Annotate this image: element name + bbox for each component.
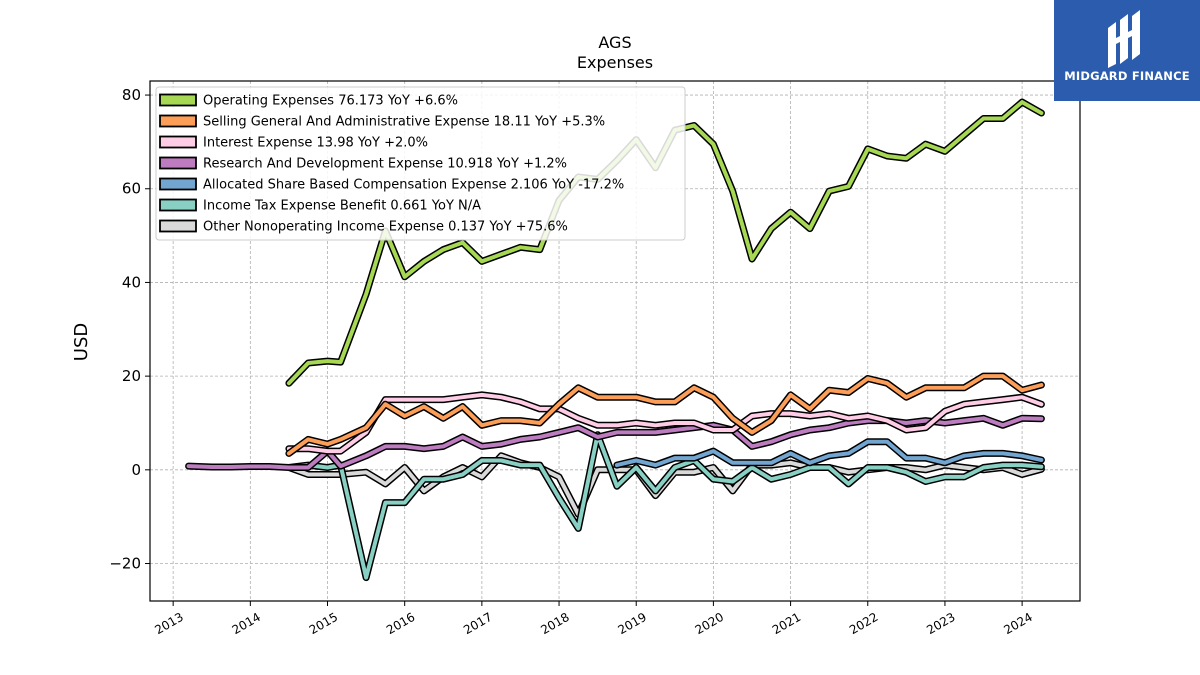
legend-swatch [159, 156, 197, 170]
legend-label: Research And Development Expense 10.918 … [203, 157, 567, 172]
legend-item-2: Selling General And Administrative Expen… [159, 114, 605, 130]
series-stroke [286, 432, 1044, 580]
y-axis: 80 60 40 20 0 −20 [109, 86, 150, 573]
series-line-3 [285, 391, 1045, 455]
y-tick-label: 60 [122, 180, 141, 198]
legend-swatch [159, 135, 197, 149]
midgard-finance-logo: MIDGARD FINANCE [1054, 0, 1200, 101]
chart-title: AGS [598, 33, 631, 52]
x-tick-label: 2024 [1001, 610, 1034, 637]
legend-label: Other Nonoperating Income Expense 0.137 … [203, 220, 568, 235]
legend-frame [155, 86, 686, 241]
legend-swatch [159, 114, 197, 128]
series-line-6 [285, 431, 1045, 582]
x-tick-label: 2017 [461, 610, 494, 637]
legend-item-3: Interest Expense 13.98 YoY +2.0% [159, 135, 428, 151]
x-axis: 2013 2014 2015 2016 2017 2018 2019 2020 2021 2022… [152, 601, 1035, 637]
y-tick-label: 0 [131, 461, 141, 479]
x-tick-label: 2015 [307, 610, 340, 637]
legend-item-5: Allocated Share Based Compensation Expen… [159, 177, 624, 193]
x-tick-label: 2018 [538, 610, 571, 637]
legend-item-6: Income Tax Expense Benefit 0.661 YoY N/A [159, 198, 481, 214]
x-tick-label: 2019 [615, 610, 648, 637]
series-line-2 [285, 372, 1045, 457]
x-tick-label: 2021 [770, 610, 803, 637]
y-axis-label: USD [71, 323, 92, 361]
series-line-5 [613, 438, 1045, 469]
series-stroke [286, 392, 1044, 454]
x-tick-label: 2023 [924, 610, 957, 637]
legend-label: Interest Expense 13.98 YoY +2.0% [203, 136, 428, 151]
y-tick-label: −20 [109, 555, 141, 573]
legend-label: Income Tax Expense Benefit 0.661 YoY N/A [203, 199, 481, 214]
x-tick-label: 2013 [152, 610, 185, 637]
legend-label: Operating Expenses 76.173 YoY +6.6% [203, 94, 458, 109]
x-tick-label: 2020 [693, 610, 726, 637]
y-tick-label: 20 [122, 367, 141, 385]
legend-swatch [159, 177, 197, 191]
midgard-logo-icon [1108, 10, 1140, 68]
legend-swatch [159, 93, 197, 107]
series-stroke [286, 374, 1044, 456]
legend-item-4: Research And Development Expense 10.918 … [159, 156, 567, 172]
chart-subtitle: Expenses [577, 53, 653, 72]
y-tick-label: 40 [122, 273, 141, 291]
legend: Operating Expenses 76.173 YoY +6.6% Selli… [155, 86, 686, 241]
series-stroke [186, 416, 1044, 470]
legend-swatch [159, 198, 197, 212]
x-tick-label: 2014 [230, 610, 263, 637]
x-tick-label: 2022 [847, 610, 880, 637]
legend-swatch [159, 219, 197, 233]
y-tick-label: 80 [122, 86, 141, 104]
plot-area-frame [149, 80, 1081, 602]
x-tick-label: 2016 [384, 610, 417, 637]
legend-item-1: Operating Expenses 76.173 YoY +6.6% [159, 93, 458, 109]
series-line-4 [185, 414, 1045, 471]
legend-item-7: Other Nonoperating Income Expense 0.137 … [159, 219, 568, 235]
legend-label: Selling General And Administrative Expen… [203, 115, 605, 130]
legend-label: Allocated Share Based Compensation Expen… [203, 178, 624, 193]
series-stroke [614, 439, 1044, 468]
logo-text: MIDGARD FINANCE [1064, 69, 1190, 83]
